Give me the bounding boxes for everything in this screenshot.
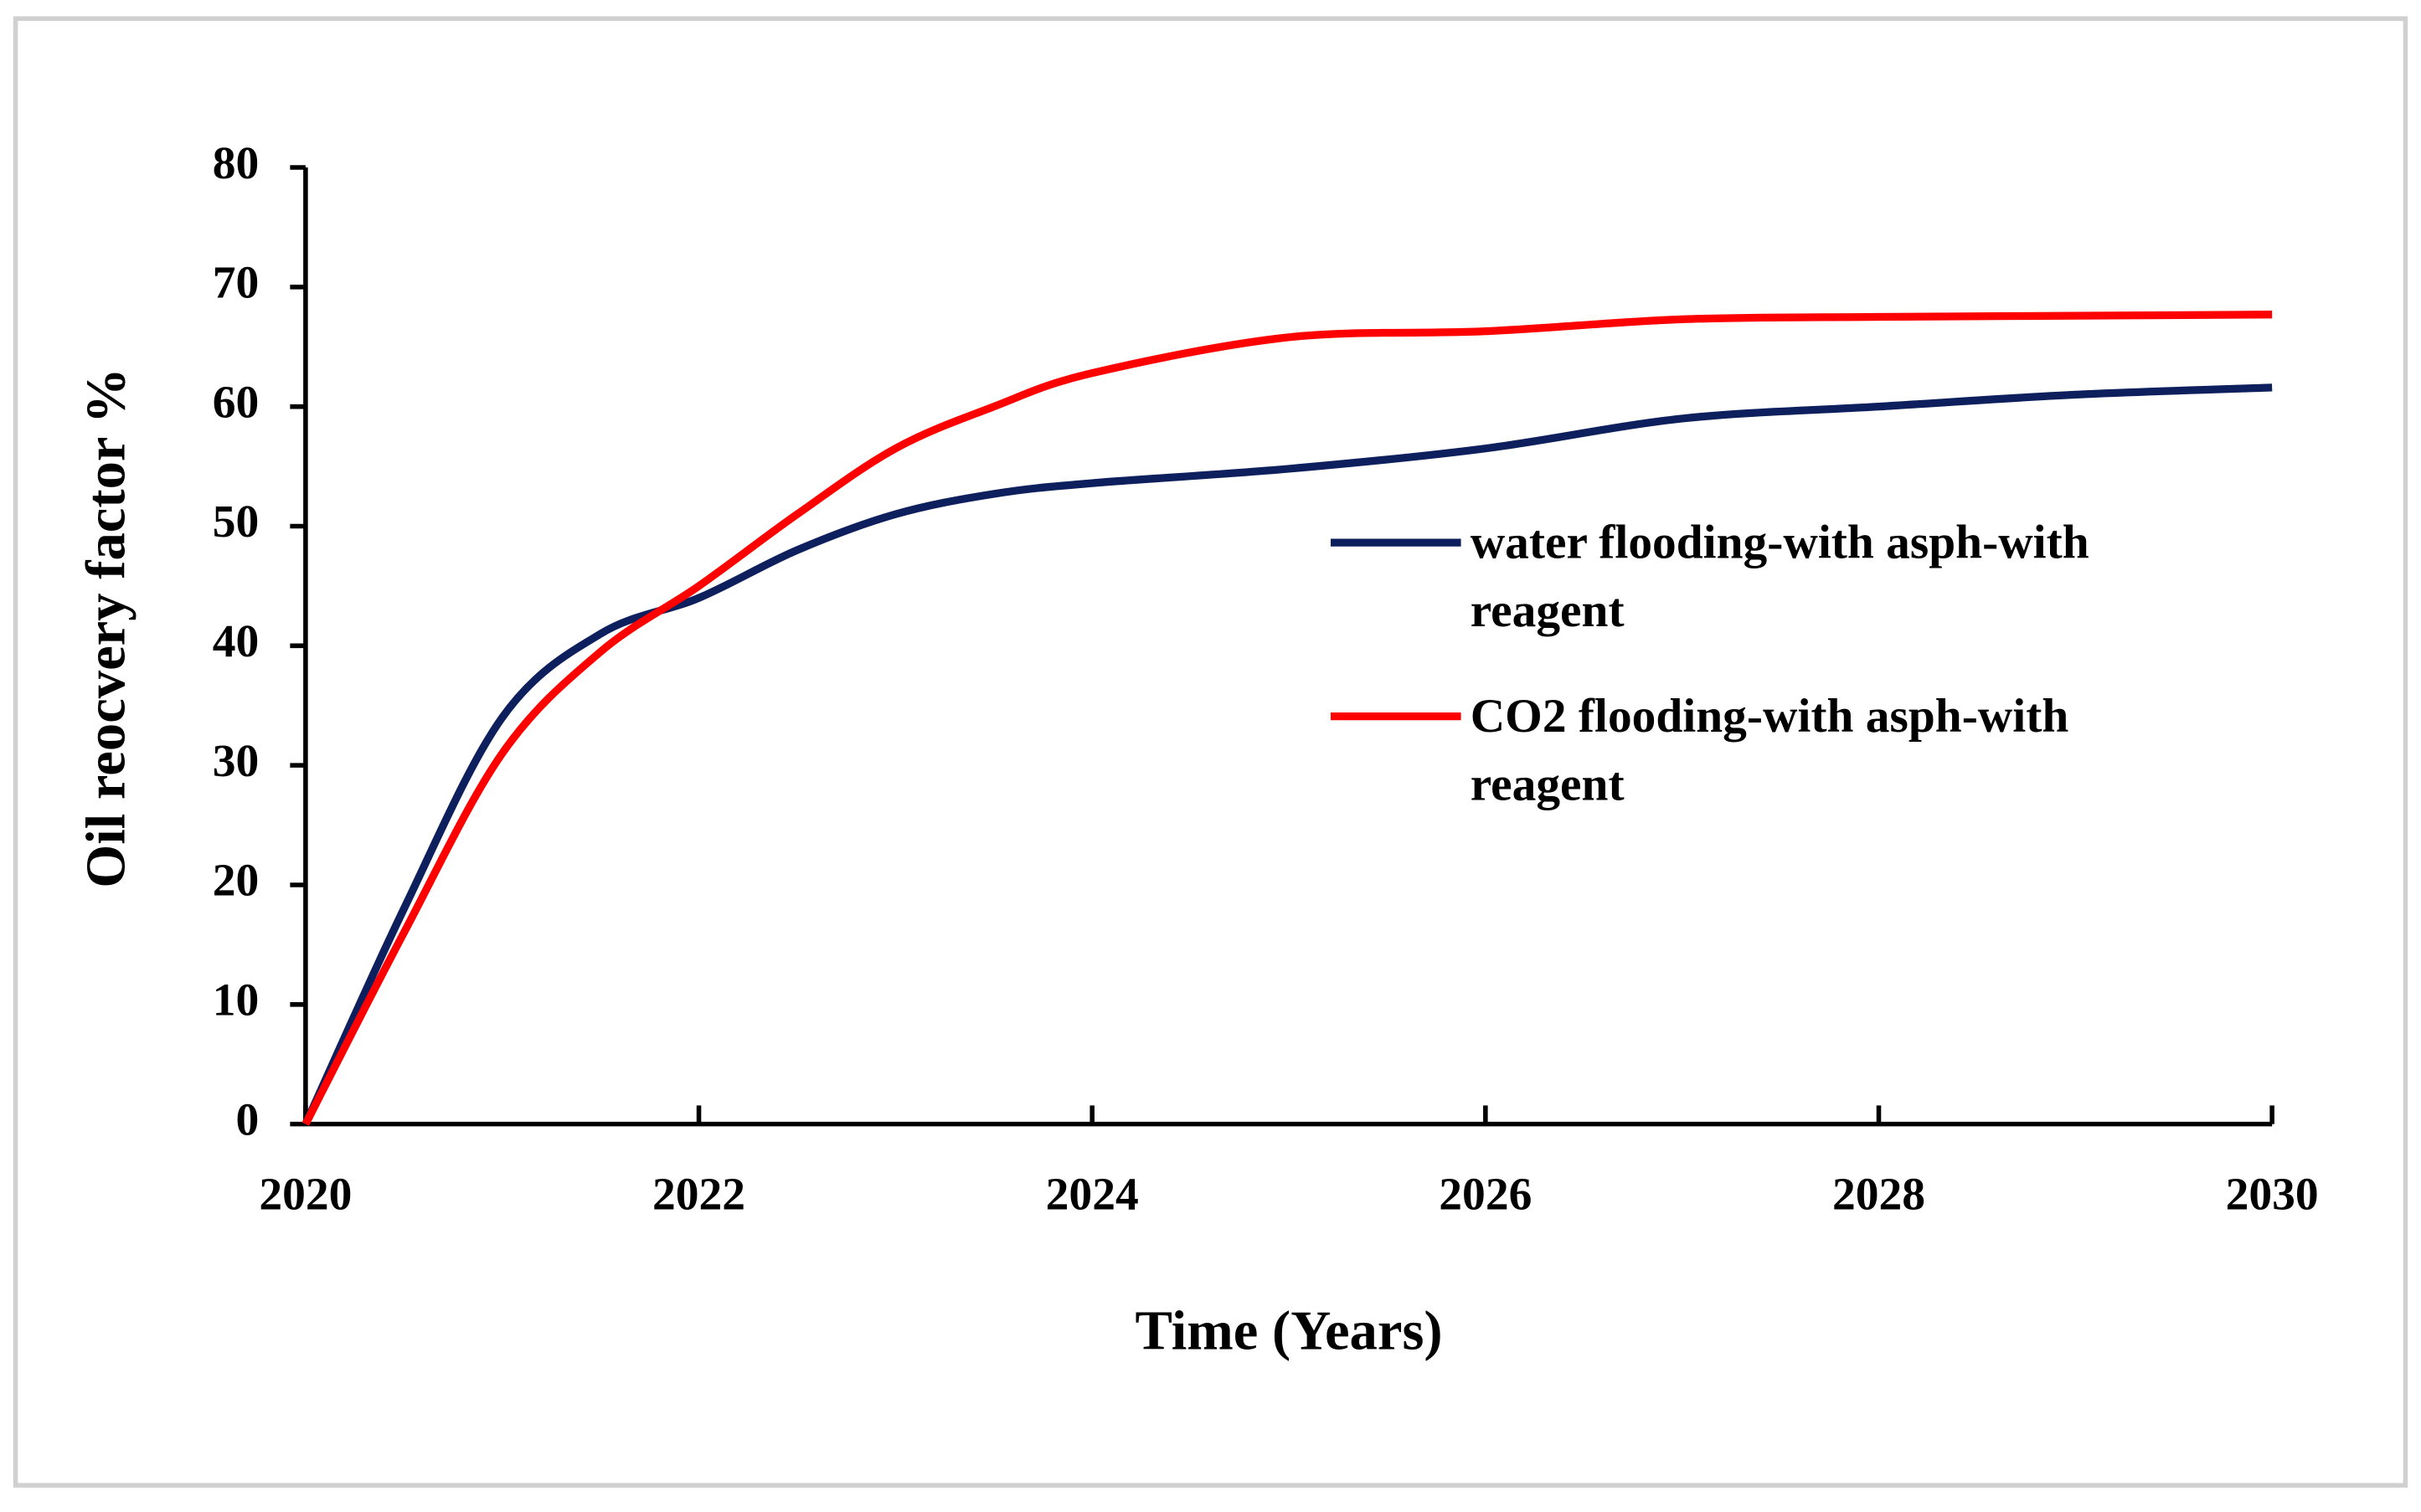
- y-tick-label: 10: [213, 975, 260, 1026]
- y-tick-label: 50: [213, 496, 260, 548]
- y-axis-title: Oil reocvery factor %: [76, 368, 137, 887]
- x-tick-label: 2022: [652, 1168, 745, 1220]
- x-tick-label: 2024: [1046, 1168, 1139, 1220]
- legend-label: water flooding-with asph-with reagent: [1470, 514, 2089, 638]
- x-tick-label: 2026: [1439, 1168, 1532, 1220]
- y-tick-label: 30: [213, 735, 260, 787]
- y-tick-label: 0: [236, 1093, 260, 1145]
- line-series: [301, 311, 2273, 1126]
- frame: [13, 16, 2408, 1488]
- x-tick-label: 2028: [1832, 1168, 1925, 1220]
- x-axis-title: Time (Years): [1135, 1301, 1442, 1362]
- legend-entry: water flooding-with asph-with reagent: [1470, 514, 2089, 638]
- legend-entry: CO2 flooding-with asph-with reagent: [1470, 688, 2069, 811]
- line-series: [301, 383, 2273, 1126]
- y-tick-label: 60: [213, 376, 260, 428]
- y-tick-label: 20: [213, 855, 260, 907]
- y-tick-label: 70: [213, 257, 260, 309]
- y-tick-label: 40: [213, 615, 260, 667]
- x-tick-label: 2030: [2226, 1168, 2319, 1220]
- x-tick-label: 2020: [259, 1168, 352, 1220]
- legend-label: CO2 flooding-with asph-with reagent: [1470, 688, 2069, 811]
- y-tick-label: 80: [213, 137, 260, 189]
